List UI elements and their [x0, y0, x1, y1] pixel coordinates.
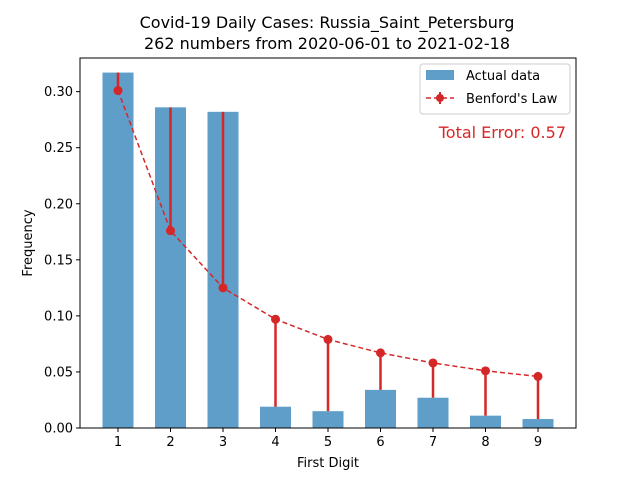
legend-marker-swatch — [436, 94, 444, 102]
benford-point-digit-6 — [376, 348, 385, 358]
bar-digit-1 — [102, 72, 134, 429]
bar-digit-7 — [417, 397, 449, 428]
x-tick-label-2: 2 — [166, 435, 174, 450]
plot-area: 1 2 3 4 5 6 7 8 9 0.00 0.05 0.10 0.15 0.20 0.25 0.30 — [44, 72, 554, 450]
y-tick-label-0: 0.00 — [44, 422, 73, 437]
chart-title-line2: 262 numbers from 2020-06-01 to 2021-02-1… — [144, 34, 510, 53]
x-tick-label-9: 9 — [534, 435, 542, 450]
bar-digit-8 — [470, 415, 501, 428]
bar-digit-5 — [312, 411, 344, 428]
y-tick-label-1: 0.05 — [44, 365, 73, 380]
x-tick-label-1: 1 — [114, 435, 122, 450]
benford-point-digit-7 — [428, 358, 438, 368]
bar-digit-9 — [522, 419, 554, 428]
x-tick-label-5: 5 — [324, 435, 332, 450]
benford-point-digit-9 — [533, 371, 543, 381]
x-tick-label-6: 6 — [376, 435, 384, 450]
plot-frame — [79, 57, 577, 429]
legend-label-benford: Benford's Law — [466, 92, 558, 107]
benford-point-digit-5 — [323, 334, 333, 344]
y-tick-label-6: 0.30 — [44, 85, 73, 100]
legend-label-actual: Actual data — [466, 69, 540, 84]
total-error-annotation: Total Error: 0.57 — [438, 123, 566, 142]
y-tick-label-5: 0.25 — [44, 141, 73, 156]
legend: Actual data Benford's Law — [419, 63, 571, 115]
x-tick-label-4: 4 — [271, 435, 279, 450]
y-tick-label-2: 0.10 — [44, 309, 73, 324]
y-tick-label-3: 0.15 — [44, 253, 73, 268]
x-axis-label: First Digit — [297, 456, 359, 471]
bar-digit-6 — [365, 389, 396, 428]
chart-title-line1: Covid-19 Daily Cases: Russia_Saint_Peter… — [140, 13, 515, 33]
benford-point-digit-1 — [113, 86, 123, 96]
benford-point-digit-3 — [218, 283, 228, 293]
bar-digit-4 — [260, 406, 291, 428]
legend-bar-swatch — [426, 70, 454, 80]
y-tick-label-4: 0.20 — [44, 197, 73, 212]
y-axis-label: Frequency — [21, 209, 36, 276]
x-tick-label-7: 7 — [429, 435, 437, 450]
benford-point-digit-4 — [271, 314, 280, 324]
legend-box — [419, 63, 571, 115]
x-tick-label-3: 3 — [219, 435, 227, 450]
benford-point-digit-8 — [481, 366, 490, 376]
x-tick-label-8: 8 — [481, 435, 489, 450]
benford-point-digit-2 — [166, 226, 175, 236]
